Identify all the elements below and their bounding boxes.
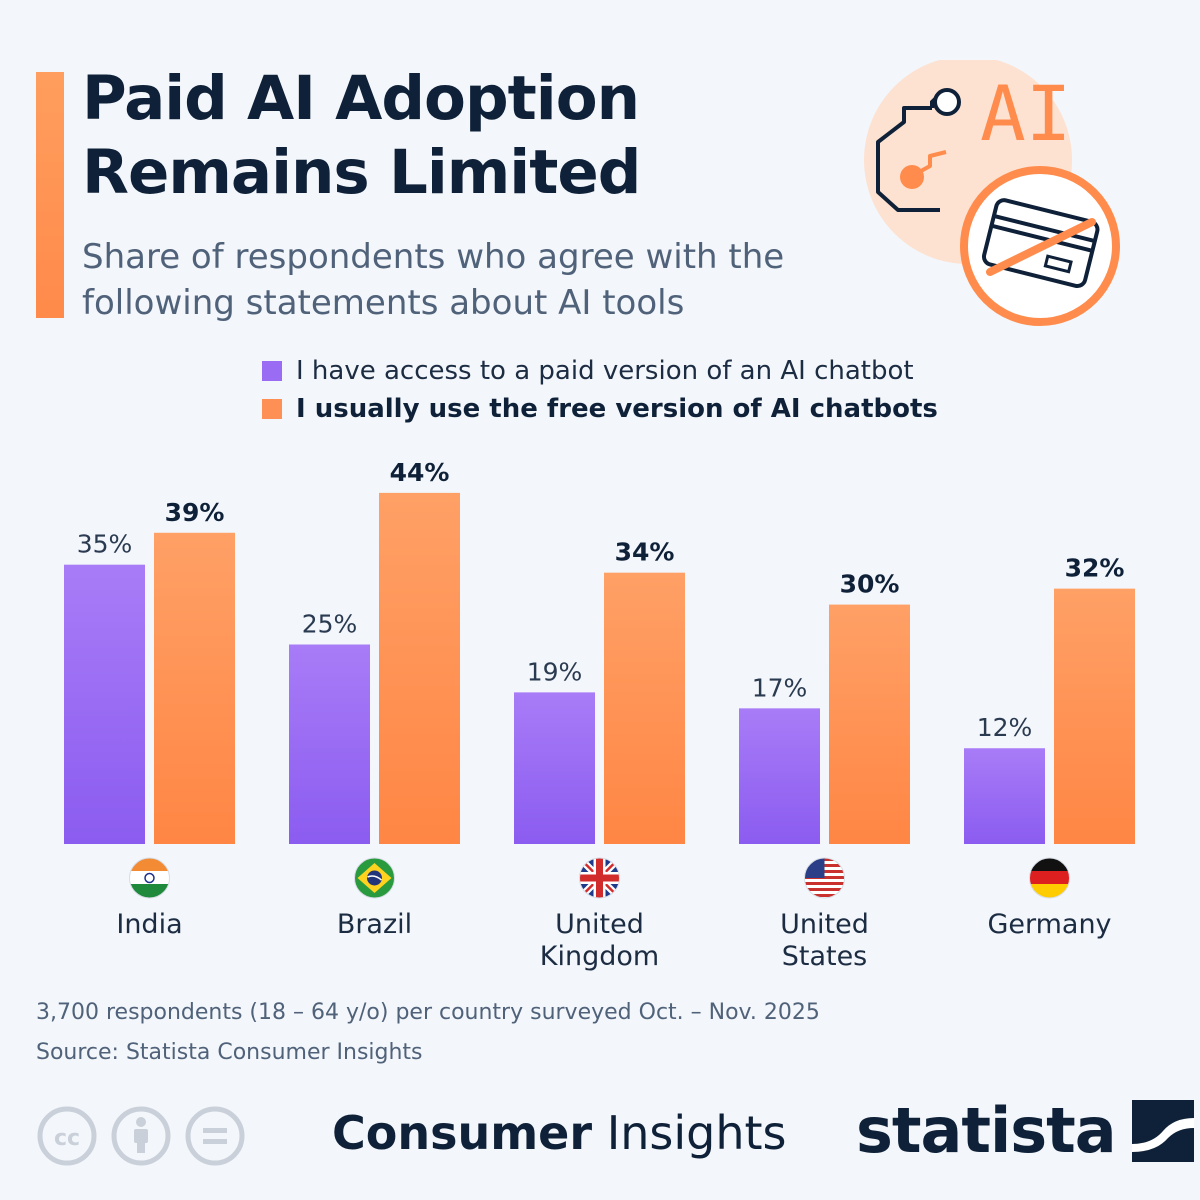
prohibition-slash-icon	[986, 218, 1096, 276]
page-title: Paid AI Adoption Remains Limited	[82, 63, 641, 208]
title-accent-bar	[36, 72, 64, 318]
bar-paid-united-kingdom	[514, 692, 595, 844]
category-label-united-states: United States	[780, 909, 869, 972]
data-label-paid-united-states: 17%	[752, 673, 808, 702]
brazil-flag-icon	[354, 857, 395, 899]
data-label-paid-india: 35%	[77, 530, 133, 559]
bar-free-united-kingdom	[604, 572, 685, 844]
data-label-paid-united-kingdom: 19%	[527, 657, 583, 686]
data-label-free-germany: 32%	[1065, 554, 1125, 583]
category-label-germany: Germany	[987, 909, 1111, 940]
legend-swatch-paid	[262, 361, 282, 381]
brand-regular: Insights	[606, 1106, 787, 1160]
chart-legend: I have access to a paid version of an AI…	[262, 352, 938, 428]
survey-footnote: 3,700 respondents (18 – 64 y/o) per coun…	[36, 1000, 820, 1025]
bar-free-india	[154, 532, 235, 844]
data-label-free-india: 39%	[165, 498, 225, 527]
germany-flag-icon	[1029, 857, 1070, 899]
brand-bold: Consumer	[332, 1106, 593, 1160]
bar-paid-germany	[964, 748, 1045, 844]
category-label-brazil: Brazil	[337, 909, 412, 940]
attribution-icon[interactable]	[110, 1105, 172, 1167]
category-label-india: India	[116, 909, 182, 940]
bar-free-united-states	[829, 604, 910, 844]
legend-label-paid: I have access to a paid version of an AI…	[296, 356, 914, 386]
statista-wordmark: statista	[856, 1094, 1117, 1167]
statista-logo-icon	[1131, 1099, 1194, 1162]
data-label-paid-brazil: 25%	[302, 610, 358, 639]
uk-flag-icon	[579, 857, 620, 899]
hero-ai-text: AI	[980, 69, 1072, 158]
license-icons: cc	[36, 1105, 246, 1167]
source-footnote: Source: Statista Consumer Insights	[36, 1040, 423, 1065]
data-label-free-united-states: 30%	[840, 570, 900, 599]
bar-paid-brazil	[289, 644, 370, 844]
svg-text:cc: cc	[54, 1126, 80, 1151]
statista-logo[interactable]: statista	[856, 1094, 1194, 1167]
chart-subtitle: Share of respondents who agree with the …	[82, 237, 785, 323]
consumer-insights-brand: Consumer Insights	[332, 1106, 787, 1160]
bar-free-germany	[1054, 588, 1135, 844]
circuit-node-icon	[933, 88, 961, 116]
legend-item-paid: I have access to a paid version of an AI…	[262, 352, 938, 390]
data-label-paid-germany: 12%	[977, 713, 1033, 742]
bar-free-brazil	[379, 492, 460, 844]
data-label-free-brazil: 44%	[390, 458, 450, 487]
legend-item-free: I usually use the free version of AI cha…	[262, 390, 938, 428]
circuit-dot-icon	[900, 165, 924, 189]
bar-paid-united-states	[739, 708, 820, 844]
bar-paid-india	[64, 564, 145, 844]
india-flag-icon	[129, 857, 170, 899]
us-flag-icon	[804, 857, 845, 899]
bar-chart: 35% 39% 25% 44% 19% 34% 17% 30% 12% 32% India Braz…	[64, 458, 1135, 972]
data-label-free-united-kingdom: 34%	[615, 538, 675, 567]
legend-label-free: I usually use the free version of AI cha…	[296, 394, 938, 424]
ai-payment-illustration: AI	[864, 60, 1120, 326]
cc-icon[interactable]: cc	[36, 1105, 98, 1167]
credit-card-icon	[981, 198, 1100, 288]
category-label-united-kingdom: United Kingdom	[540, 909, 659, 972]
legend-swatch-free	[262, 399, 282, 419]
no-derivatives-icon[interactable]	[184, 1105, 246, 1167]
